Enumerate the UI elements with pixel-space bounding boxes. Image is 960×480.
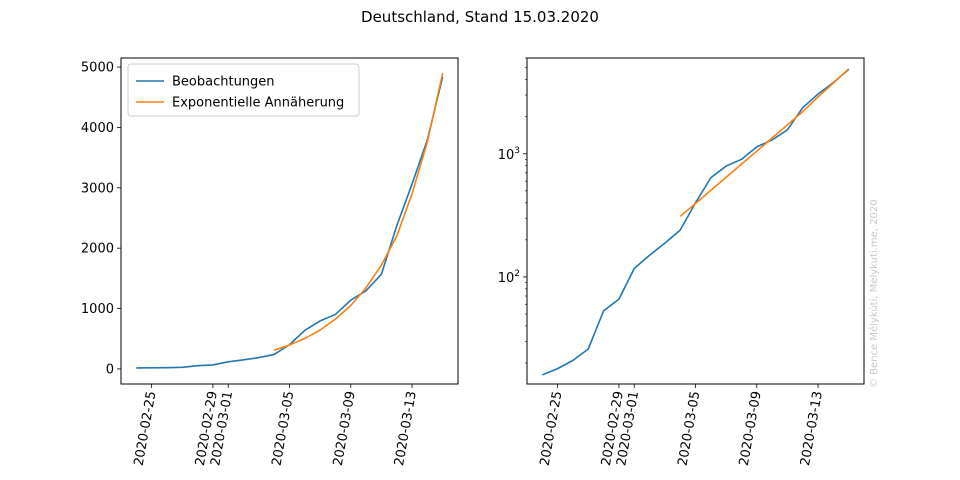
legend-label: Exponentielle Annäherung — [172, 96, 344, 111]
y-tick-label: 0 — [106, 362, 114, 377]
series-line-exponential-fit — [273, 72, 444, 351]
x-tick-label: 2020-03-05 — [676, 390, 704, 467]
y-tick-label: 4000 — [81, 121, 114, 136]
x-tick-label: 2020-03-13 — [392, 390, 420, 467]
axes-frame — [526, 57, 865, 385]
x-tick-label: 2020-03-09 — [737, 390, 765, 467]
series-line-observations — [542, 68, 850, 376]
x-tick-label: 2020-03-09 — [331, 390, 359, 467]
x-tick-label: 2020-02-25 — [132, 390, 160, 467]
figure-title: Deutschland, Stand 15.03.2020 — [361, 8, 599, 26]
y-tick-label: 103 — [498, 146, 520, 163]
y-tick-label: 102 — [498, 269, 520, 286]
copyright-watermark: © Bence Mélykúti, Melykuti.me, 2020 — [868, 199, 880, 388]
legend-label: Beobachtungen — [172, 75, 275, 90]
series-line-exponential-fit — [679, 68, 850, 218]
y-tick-label: 2000 — [81, 242, 114, 257]
y-tick-label: 1000 — [81, 302, 114, 317]
y-tick-label: 3000 — [81, 181, 114, 196]
y-tick-label: 5000 — [81, 61, 114, 76]
x-tick-label: 2020-02-25 — [538, 390, 566, 467]
x-tick-label: 2020-03-13 — [798, 390, 826, 467]
series-line-observations — [136, 76, 444, 369]
x-tick-label: 2020-03-05 — [270, 390, 298, 467]
legend-box — [127, 63, 360, 117]
